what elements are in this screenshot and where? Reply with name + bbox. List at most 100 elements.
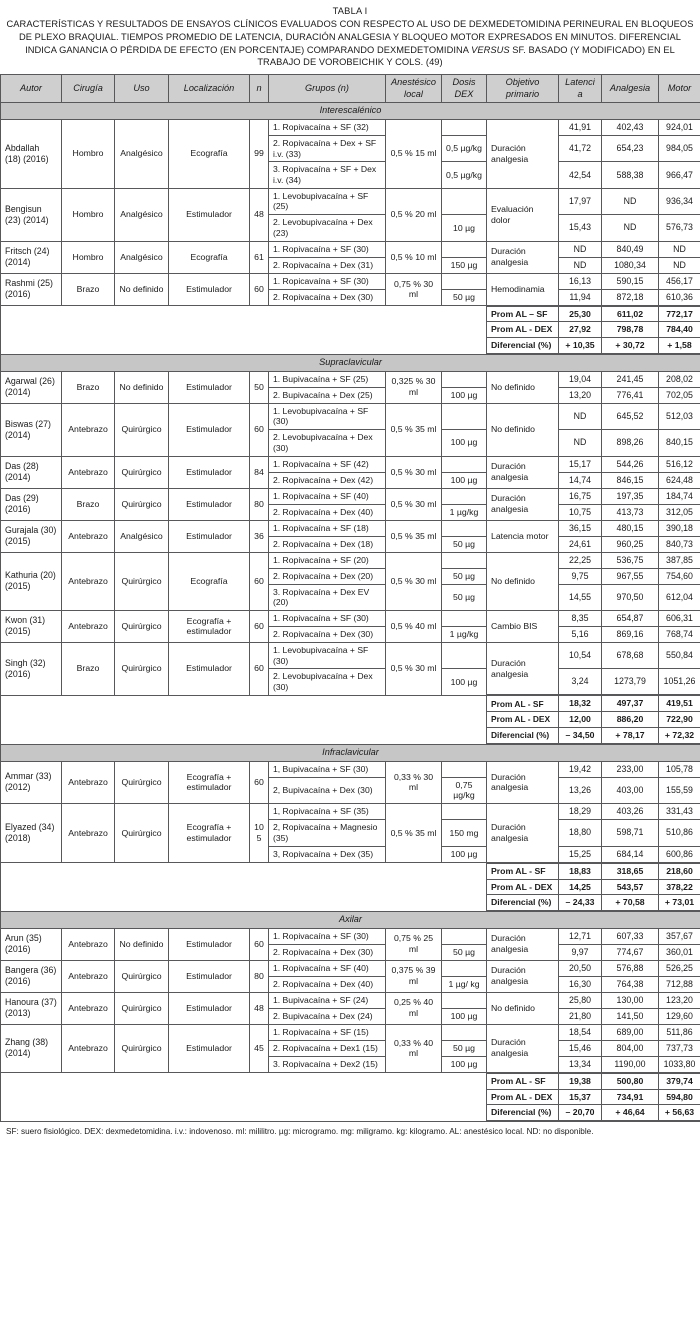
cell-autor: Das (28) (2014) <box>0 455 62 489</box>
summary-latencia: – 24,33 <box>558 894 602 913</box>
cell-autor: Fritsch (24) (2014) <box>0 240 62 274</box>
table-row: 2. Ropivacaína + Dex (40) 1 µg/kg 10,75 413… <box>1 503 700 521</box>
cell-n: 36 <box>249 519 269 553</box>
cell-n: 60 <box>249 927 269 961</box>
cell-motor: 712,88 <box>658 975 700 993</box>
summary-latencia: 19,38 <box>558 1071 602 1090</box>
cell-localizacion: Ecografía <box>168 551 250 611</box>
cell-latencia: 13,26 <box>558 776 602 805</box>
cell-anestesico-local: 0,5 % 20 ml <box>385 187 442 242</box>
summary-analgesia: 318,65 <box>601 861 659 880</box>
cell-latencia: 24,61 <box>558 535 602 553</box>
cell-localizacion: Estimulador <box>168 519 250 553</box>
table-row: Rashmi (25) (2016) Brazo No definido Estimu… <box>0 272 700 307</box>
cell-grupo: 1. Ropicavaína + SF (30) <box>268 272 386 290</box>
cell-dosis-dex: 0,5 µg/kg <box>441 161 487 189</box>
cell-analgesia: 654,23 <box>601 134 659 163</box>
summary-latencia: 18,83 <box>558 861 602 880</box>
table-row: Ammar (33) (2012) Antebrazo Quirúrgico Ecog… <box>0 760 700 805</box>
cell-grupo: 2. Ropivacaína + Dex (30) <box>268 943 386 961</box>
summary-label: Prom AL - DEX <box>486 1088 559 1106</box>
cell-dosis-dex: 50 µg <box>441 567 487 585</box>
table-row: 2. Levobupivacaína + Dex (30) 100 µg ND 898… <box>1 429 700 457</box>
cell-dosis-dex <box>441 370 487 388</box>
cell-grupo: 1. Ropivacaína + SF (30) <box>268 927 386 945</box>
cell-analgesia: 1273,79 <box>601 668 659 696</box>
cell-dosis-dex <box>441 1023 487 1041</box>
summary-label: Prom AL - SF <box>486 861 559 880</box>
cell-grupo: 2. Levobupivacaína + Dex (23) <box>268 214 386 242</box>
summary-row: Prom AL - SF 18,83 318,65 218,60 <box>0 861 700 912</box>
cell-grupo: 1. Ropivacaína + SF (42) <box>268 455 386 473</box>
summary-motor: 784,40 <box>658 321 700 339</box>
cell-grupo: 2. Levobupivacaína + Dex (30) <box>268 668 386 696</box>
cell-autor: Ammar (33) (2012) <box>0 760 62 805</box>
cell-objetivo-primario: No definido <box>486 402 559 457</box>
cell-anestesico-local: 0,5 % 30 ml <box>385 487 442 521</box>
cell-dosis-dex: 50 µg <box>441 288 487 307</box>
summary-spacer <box>0 1072 487 1122</box>
summary-latencia: + 10,35 <box>558 337 602 356</box>
cell-n: 60 <box>249 609 269 643</box>
summary-motor: + 56,63 <box>658 1104 700 1123</box>
table-footnote: SF: suero fisiológico. DEX: dexmedetomid… <box>6 1127 594 1137</box>
cell-cirugia: Brazo <box>61 487 115 521</box>
cell-dosis-dex: 10 µg <box>441 214 487 242</box>
cell-dosis-dex <box>441 487 487 505</box>
cell-latencia: ND <box>558 240 602 258</box>
summary-label: Prom AL - DEX <box>486 321 559 339</box>
cell-latencia: ND <box>558 429 602 457</box>
cell-objetivo-primario: Duración analgesia <box>486 803 559 864</box>
cell-cirugia: Antebrazo <box>61 519 115 553</box>
cell-motor: 456,17 <box>658 272 700 290</box>
cell-analgesia: 872,18 <box>601 288 659 307</box>
cell-latencia: 42,54 <box>558 161 602 189</box>
cell-grupo: 1. Levobupivacaína + SF (30) <box>268 641 386 670</box>
cell-uso: Quirúrgico <box>114 455 169 489</box>
summary-motor: + 1,58 <box>658 337 700 356</box>
table-row: 2. Ropivacaína + Dex (42) 100 µg 14,74 846,… <box>1 471 700 489</box>
summary-row: Diferencial (%) – 20,70 + 46,64 + 56,63 <box>1 1104 700 1123</box>
cell-uso: Analgésico <box>114 240 169 274</box>
cell-objetivo-primario: Duración analgesia <box>486 118 559 189</box>
cell-uso: Analgésico <box>114 519 169 553</box>
cell-dosis-dex <box>441 959 487 977</box>
cell-uso: Quirúrgico <box>114 402 169 457</box>
cell-cirugia: Antebrazo <box>61 455 115 489</box>
cell-uso: Quirúrgico <box>114 551 169 611</box>
cell-localizacion: Estimulador <box>168 370 250 404</box>
col-uso: Uso <box>114 74 169 104</box>
table-row: 2. Ropivacaína + Dex + SF i.v. (33) 0,5 µ… <box>1 134 700 163</box>
table-row: Hanoura (37) (2013) Antebrazo Quirúrgico Es… <box>0 991 700 1025</box>
cell-analgesia: 544,26 <box>601 455 659 473</box>
cell-analgesia: 403,00 <box>601 776 659 805</box>
table-body: Interescalénico Abdallah (18) (2016) Hombr… <box>0 102 700 1123</box>
cell-analgesia: 607,33 <box>601 927 659 945</box>
cell-dosis-dex: 100 µg <box>441 1055 487 1074</box>
cell-localizacion: Estimulador <box>168 959 250 993</box>
cell-dosis-dex <box>441 455 487 473</box>
cell-grupo: 2, Bupivacaína + Dex (30) <box>268 776 386 805</box>
cell-dosis-dex: 100 µg <box>441 845 487 864</box>
cell-cirugia: Antebrazo <box>61 551 115 611</box>
cell-dosis-dex: 100 µg <box>441 1007 487 1025</box>
cell-uso: No definido <box>114 370 169 404</box>
cell-cirugia: Brazo <box>61 641 115 696</box>
summary-label: Diferencial (%) <box>486 727 559 746</box>
cell-objetivo-primario: Duración analgesia <box>486 487 559 521</box>
cell-latencia: 19,42 <box>558 760 602 778</box>
cell-uso: Quirúrgico <box>114 760 169 805</box>
cell-localizacion: Estimulador <box>168 487 250 521</box>
cell-grupo: 3, Ropivacaína + Dex (35) <box>268 845 386 864</box>
cell-analgesia: 689,00 <box>601 1023 659 1041</box>
cell-autor: Zhang (38) (2014) <box>0 1023 62 1074</box>
table-row: 3. Ropivacaína + Dex EV (20) 50 µg 14,55 97… <box>1 583 700 611</box>
cell-analgesia: 402,43 <box>601 118 659 136</box>
summary-latencia: 15,37 <box>558 1088 602 1106</box>
cell-dosis-dex: 100 µg <box>441 429 487 457</box>
table-row: Kwon (31) (2015) Antebrazo Quirúrgico Ecogr… <box>0 609 700 643</box>
cell-latencia: 8,35 <box>558 609 602 627</box>
cell-motor: 360,01 <box>658 943 700 961</box>
cell-cirugia: Brazo <box>61 370 115 404</box>
cell-grupo: 1. Bupivacaína + SF (24) <box>268 991 386 1009</box>
